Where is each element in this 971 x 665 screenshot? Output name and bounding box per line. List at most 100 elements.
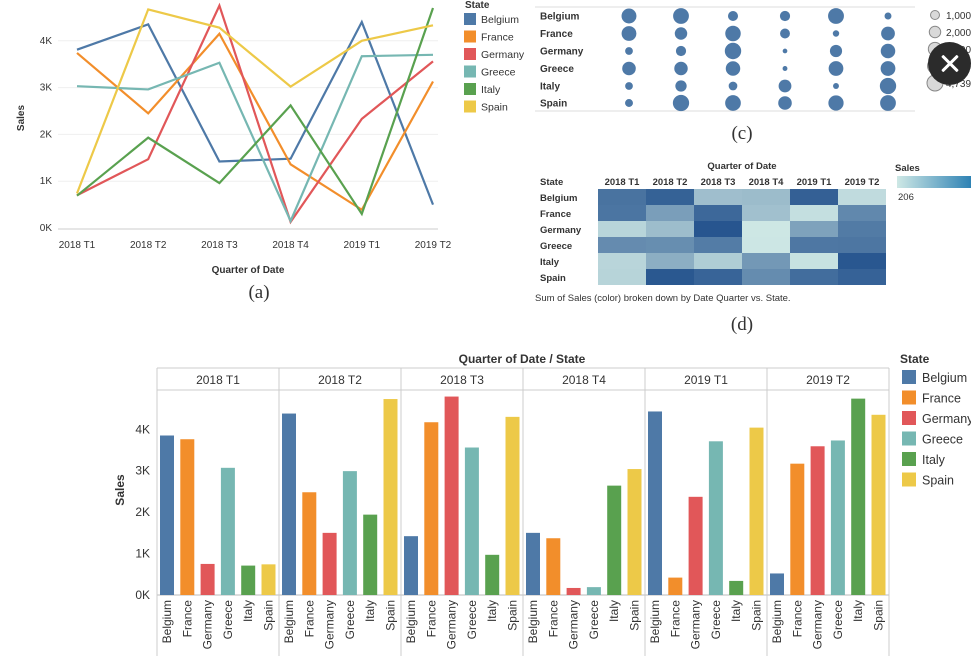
b-x-tick-label: France	[668, 600, 682, 638]
b-x-tick-label: Germany	[811, 600, 825, 649]
d-heatmap-cell	[838, 221, 886, 237]
b-x-tick-label: Greece	[343, 600, 357, 640]
b-legend-label: Spain	[922, 474, 954, 488]
b-legend-label: France	[922, 392, 961, 406]
d-heatmap-cell	[694, 269, 742, 285]
b-title: Quarter of Date / State	[459, 352, 586, 366]
b-bar-greece	[586, 587, 601, 595]
b-legend-swatch	[902, 411, 916, 425]
b-bar-france	[424, 422, 439, 595]
b-group-header: 2018 T4	[562, 373, 606, 387]
a-series-line-italy	[76, 7, 435, 217]
a-series-line-greece	[76, 53, 434, 224]
b-bar-france	[302, 492, 317, 595]
caption-c: (c)	[731, 123, 752, 144]
d-heatmap-cell	[598, 237, 646, 253]
b-bar-italy	[485, 554, 500, 595]
d-heatmap-cell	[838, 237, 886, 253]
b-x-tick-label: Greece	[831, 600, 845, 640]
d-color-legend-title: Sales	[895, 163, 920, 174]
c-row-label: France	[540, 29, 573, 40]
d-row-label: France	[540, 209, 571, 220]
d-title: Quarter of Date	[707, 161, 776, 172]
d-heatmap-cell	[790, 253, 838, 269]
b-group-header: 2018 T3	[440, 373, 484, 387]
b-bar-italy	[241, 565, 256, 595]
c-size-legend-circle	[928, 25, 942, 39]
d-column-label: 2019 T1	[797, 177, 833, 188]
d-heatmap-cell	[838, 189, 886, 205]
d-heatmap-cell	[646, 189, 694, 205]
b-x-tick-label: Italy	[363, 600, 377, 622]
b-x-tick-label: Germany	[323, 600, 337, 649]
c-row-label: Belgium	[540, 12, 580, 23]
c-bubble	[675, 80, 687, 92]
a-legend-swatch	[464, 100, 476, 113]
d-heatmap-cell	[598, 269, 646, 285]
c-bubble	[828, 95, 844, 111]
b-bar-belgium	[282, 413, 296, 595]
c-bubble	[884, 12, 892, 20]
b-x-tick-label: France	[790, 600, 804, 638]
d-column-label: 2018 T2	[653, 177, 688, 188]
b-bar-germany	[322, 532, 337, 595]
c-bubble	[828, 61, 844, 76]
d-row-label: Spain	[540, 273, 566, 284]
c-bubble	[880, 95, 896, 111]
a-series-line-france	[76, 31, 434, 212]
a-y-tick-label: 2K	[40, 129, 53, 140]
d-heatmap-cell	[790, 205, 838, 221]
b-group-header: 2018 T2	[318, 373, 362, 387]
c-bubble	[725, 61, 741, 76]
d-heatmap-cell	[790, 269, 838, 285]
a-series-line-belgium	[76, 19, 435, 205]
c-row-label: Germany	[540, 47, 584, 58]
b-bar-greece	[464, 447, 479, 595]
d-heatmap-cell	[742, 253, 790, 269]
c-bubble	[782, 48, 788, 54]
b-x-tick-label: Greece	[465, 600, 479, 640]
c-bubble	[621, 26, 637, 41]
b-legend-swatch	[902, 452, 916, 466]
c-row-label: Spain	[540, 99, 567, 110]
c-bubble	[828, 8, 844, 24]
b-x-tick-label: France	[546, 600, 560, 638]
c-bubble	[728, 81, 738, 91]
b-bar-greece	[708, 441, 723, 595]
d-heatmap-cell	[838, 205, 886, 221]
d-heatmap-cell	[838, 269, 886, 285]
d-heatmap-cell	[646, 253, 694, 269]
b-bar-france	[546, 538, 561, 595]
a-legend-label: France	[481, 32, 514, 44]
a-y-tick-label: 0K	[40, 223, 53, 234]
d-heatmap-cell	[598, 221, 646, 237]
a-x-tick-label: 2019 T2	[415, 240, 452, 251]
d-heatmap-cell	[694, 237, 742, 253]
b-bar-spain	[505, 416, 520, 595]
c-bubble	[879, 77, 897, 95]
c-bubble	[880, 61, 896, 76]
a-y-tick-label: 4K	[40, 36, 53, 47]
d-heatmap-cell	[742, 189, 790, 205]
c-bubble	[673, 8, 689, 24]
b-x-tick-label: Greece	[221, 600, 235, 640]
b-x-tick-label: France	[302, 600, 316, 638]
c-size-legend-circle	[930, 10, 940, 20]
c-bubble	[672, 94, 690, 112]
d-column-label: 2019 T2	[845, 177, 880, 188]
b-bar-greece	[342, 471, 357, 595]
b-bar-germany	[810, 446, 825, 595]
c-bubble	[621, 8, 637, 24]
d-heatmap-cell	[790, 221, 838, 237]
a-legend-swatch	[464, 65, 476, 78]
b-legend-label: Greece	[922, 433, 963, 447]
b-x-tick-label: Germany	[689, 600, 703, 649]
b-bar-belgium	[648, 411, 662, 595]
d-caption: Sum of Sales (color) broken down by Date…	[535, 293, 791, 304]
close-button[interactable]	[928, 42, 971, 85]
a-x-tick-label: 2018 T3	[201, 240, 238, 251]
d-column-label: 2018 T3	[701, 177, 736, 188]
c-bubble	[625, 47, 633, 55]
b-legend-title: State	[900, 352, 930, 366]
a-legend-swatch	[464, 30, 476, 43]
